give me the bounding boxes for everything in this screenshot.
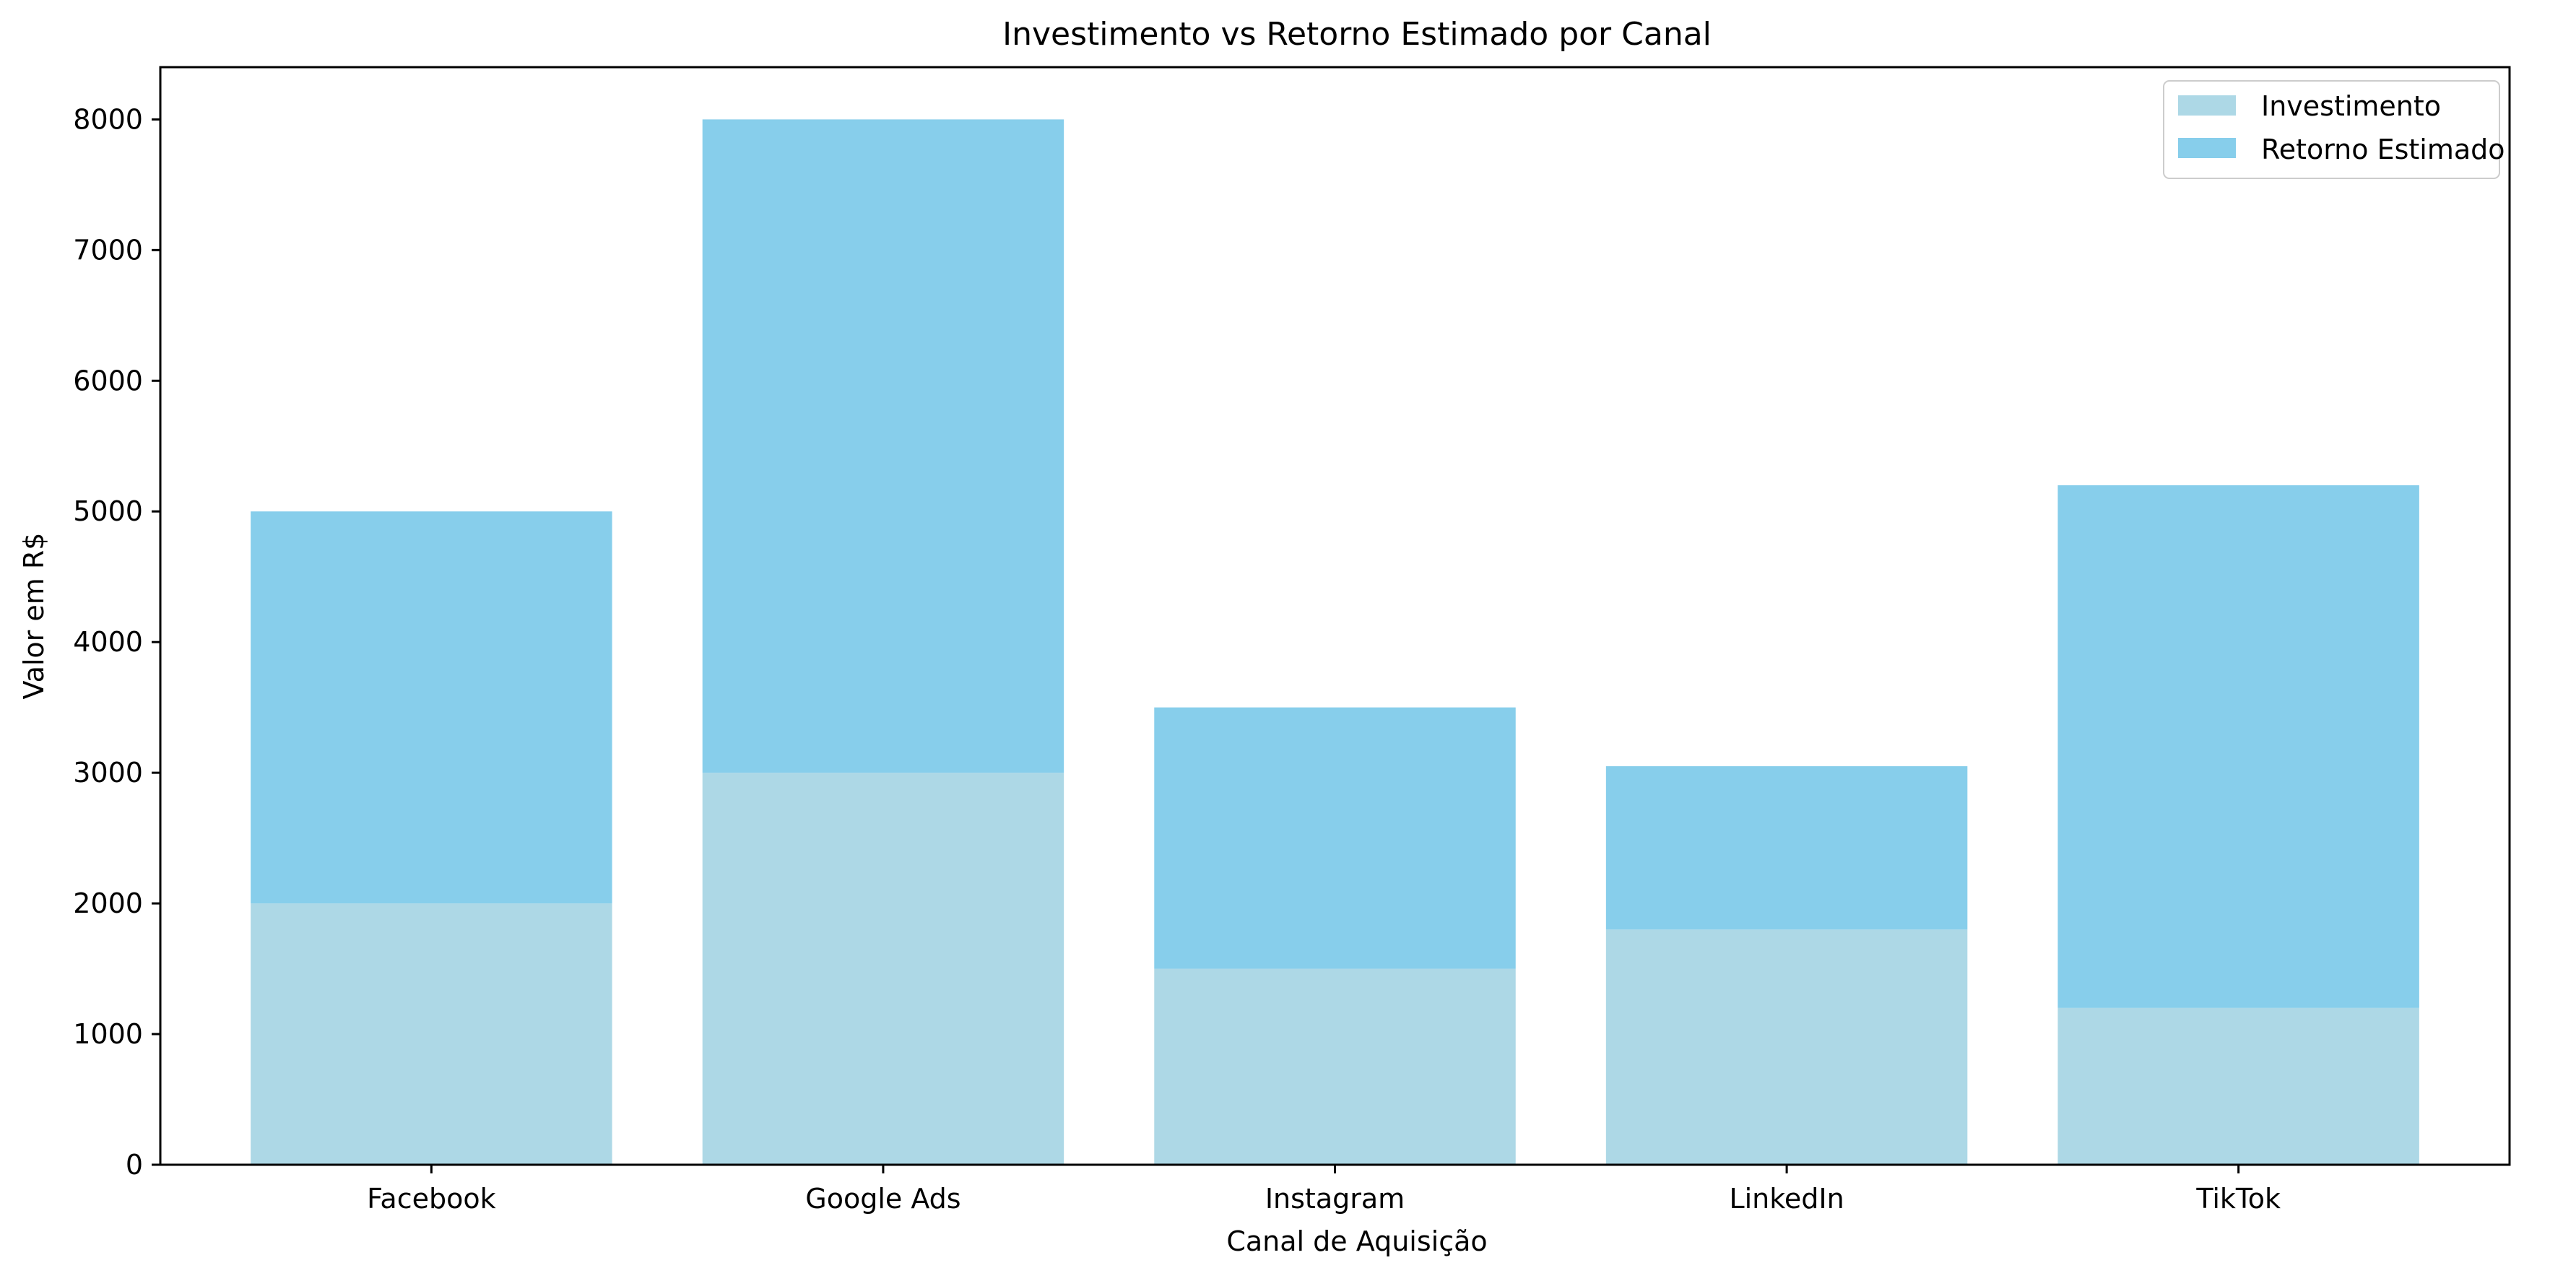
bar-investimento-google-ads (702, 773, 1064, 1165)
bar-retorno-estimado-google-ads (702, 119, 1064, 773)
bar-retorno-estimado-linkedin (1605, 766, 1968, 930)
y-axis: 0 1000 2000 3000 4000 5000 6000 7000 8000 (73, 103, 160, 1181)
bar-investimento-instagram (1154, 968, 1516, 1165)
bar-investimento-linkedin (1605, 929, 1968, 1165)
legend: Investimento Retorno Estimado (2163, 80, 2505, 179)
y-tick-label: 7000 (73, 234, 143, 266)
y-axis-label: Valor em R$ (18, 533, 50, 700)
y-tick-label: 4000 (73, 626, 143, 658)
x-tick-label-linkedin: LinkedIn (1729, 1183, 1844, 1215)
x-axis: Facebook Google Ads Instagram LinkedIn TikTo… (367, 1165, 2281, 1215)
y-tick-label: 3000 (73, 757, 143, 789)
bar-investimento-tiktok (2057, 1007, 2419, 1165)
x-tick-label-google-ads: Google Ads (805, 1183, 960, 1215)
legend-swatch-investimento (2178, 95, 2236, 116)
bars-layer (251, 119, 2419, 1165)
bar-retorno-estimado-tiktok (2057, 485, 2419, 1008)
legend-box (2163, 80, 2500, 179)
y-tick-label: 1000 (73, 1018, 143, 1050)
y-tick-label: 0 (126, 1149, 143, 1181)
bar-retorno-estimado-instagram (1154, 707, 1516, 969)
y-tick-label: 5000 (73, 495, 143, 527)
bar-investimento-facebook (251, 903, 612, 1165)
y-tick-label: 6000 (73, 365, 143, 396)
chart-title: Investimento vs Retorno Estimado por Can… (1002, 16, 1712, 53)
x-tick-label-instagram: Instagram (1265, 1183, 1405, 1215)
x-tick-label-facebook: Facebook (367, 1183, 496, 1215)
y-tick-label: 2000 (73, 887, 143, 919)
x-axis-label: Canal de Aquisição (1226, 1225, 1487, 1257)
legend-label-investimento: Investimento (2261, 90, 2441, 122)
legend-label-retorno-estimado: Retorno Estimado (2261, 134, 2505, 165)
y-tick-label: 8000 (73, 103, 143, 135)
bar-retorno-estimado-facebook (251, 511, 612, 904)
legend-swatch-retorno-estimado (2178, 138, 2236, 158)
x-tick-label-tiktok: TikTok (2195, 1183, 2281, 1215)
